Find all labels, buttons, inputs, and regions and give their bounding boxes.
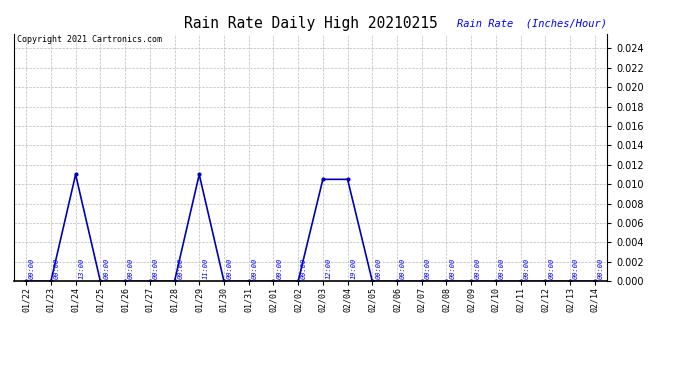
Text: 00:00: 00:00	[524, 258, 530, 279]
Text: 00:00: 00:00	[29, 258, 35, 279]
Text: 00:00: 00:00	[375, 258, 382, 279]
Text: Rain Rate  (Inches/Hour): Rain Rate (Inches/Hour)	[457, 19, 607, 29]
Text: 00:00: 00:00	[152, 258, 159, 279]
Text: 00:00: 00:00	[128, 258, 134, 279]
Text: 00:00: 00:00	[177, 258, 184, 279]
Text: 00:00: 00:00	[449, 258, 455, 279]
Text: 00:00: 00:00	[227, 258, 233, 279]
Text: 12:00: 12:00	[326, 258, 332, 279]
Text: 19:00: 19:00	[351, 258, 357, 279]
Title: Rain Rate Daily High 20210215: Rain Rate Daily High 20210215	[184, 16, 437, 31]
Text: 00:00: 00:00	[549, 258, 554, 279]
Text: 00:00: 00:00	[277, 258, 282, 279]
Text: 00:00: 00:00	[598, 258, 604, 279]
Text: 00:00: 00:00	[301, 258, 307, 279]
Text: 00:00: 00:00	[252, 258, 257, 279]
Text: Copyright 2021 Cartronics.com: Copyright 2021 Cartronics.com	[17, 35, 161, 44]
Text: 13:00: 13:00	[79, 258, 85, 279]
Text: 00:00: 00:00	[474, 258, 480, 279]
Text: 00:00: 00:00	[104, 258, 109, 279]
Text: 11:00: 11:00	[202, 258, 208, 279]
Text: 00:00: 00:00	[54, 258, 60, 279]
Text: 00:00: 00:00	[499, 258, 505, 279]
Text: 00:00: 00:00	[573, 258, 579, 279]
Text: 00:00: 00:00	[400, 258, 406, 279]
Text: 00:00: 00:00	[425, 258, 431, 279]
